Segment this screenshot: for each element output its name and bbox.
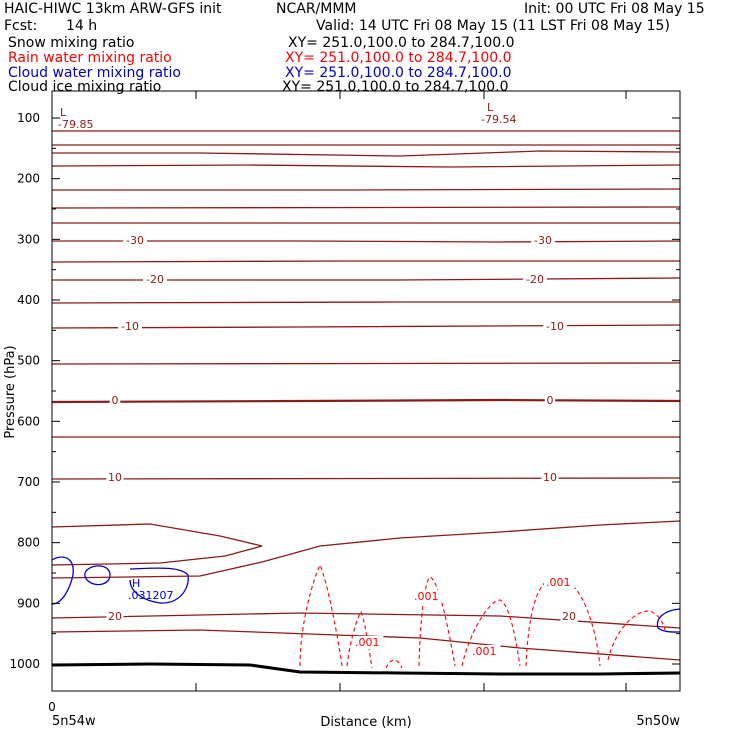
isotherm-label: -10 bbox=[546, 320, 564, 333]
rain-contour-label: .001 bbox=[414, 590, 439, 603]
isotherm-label: -30 bbox=[534, 234, 552, 247]
low-marker: L bbox=[487, 101, 494, 114]
y-tick-label: 400 bbox=[17, 293, 40, 307]
rain-contour bbox=[418, 576, 456, 667]
isotherm-label: 10 bbox=[543, 471, 557, 484]
isotherm-label: 20 bbox=[108, 610, 122, 623]
isotherm bbox=[51, 164, 681, 168]
label-bg bbox=[544, 576, 575, 589]
low-marker: L bbox=[60, 106, 67, 119]
label-bg bbox=[543, 320, 567, 333]
isotherm bbox=[52, 188, 681, 191]
x-axis-start-label: 0 bbox=[48, 700, 56, 714]
rain-contour bbox=[607, 610, 666, 661]
isotherm bbox=[51, 398, 681, 404]
high-marker: H bbox=[132, 577, 140, 590]
field-rain-xy: XY= 251.0,100.0 to 284.7,100.0 bbox=[285, 50, 512, 66]
isotherm-label: 10 bbox=[108, 471, 122, 484]
isotherm-label: 0 bbox=[547, 394, 554, 407]
isotherm bbox=[51, 612, 681, 629]
cloud-water-contour bbox=[656, 608, 681, 633]
isotherm-label: 20 bbox=[562, 610, 576, 623]
y-tick-label: 900 bbox=[17, 596, 40, 610]
isotherm-label: -10 bbox=[121, 320, 139, 333]
label-bg bbox=[353, 636, 384, 649]
label-bg bbox=[123, 234, 147, 247]
label-bg bbox=[106, 471, 124, 484]
org-label: NCAR/MMM bbox=[276, 1, 357, 17]
low-value: -79.54 bbox=[481, 113, 516, 126]
rain-contour bbox=[299, 563, 343, 667]
isotherm bbox=[51, 324, 681, 329]
y-tick-label: 100 bbox=[17, 111, 40, 125]
y-tick-label: 200 bbox=[17, 172, 40, 186]
y-tick-label: 300 bbox=[17, 232, 40, 246]
label-bg bbox=[470, 645, 501, 658]
y-tick-label: 700 bbox=[17, 475, 40, 489]
rain-contour bbox=[385, 659, 403, 669]
cloud-water-contour bbox=[84, 565, 111, 586]
label-bg bbox=[412, 590, 443, 603]
valid-time: Valid: 14 UTC Fri 08 May 15 (11 LST Fri … bbox=[316, 18, 670, 34]
field-cloudwater-xy: XY= 251.0,100.0 to 284.7,100.0 bbox=[285, 65, 512, 81]
y-tick-label: 600 bbox=[17, 414, 40, 428]
x-axis-label: Distance (km) bbox=[320, 715, 411, 730]
isotherm bbox=[51, 260, 680, 263]
cloud-water-contour bbox=[129, 567, 189, 604]
label-bg bbox=[531, 234, 555, 247]
label-bg bbox=[109, 394, 121, 407]
model-title: HAIC-HIWC 13km ARW-GFS init bbox=[4, 1, 222, 17]
label-bg bbox=[106, 610, 124, 623]
y-tick-label: 1000 bbox=[9, 657, 40, 671]
isotherm bbox=[51, 520, 681, 579]
isotherm bbox=[51, 301, 680, 304]
field-snow-name: Snow mixing ratio bbox=[8, 35, 135, 51]
rain-contour-label: .001 bbox=[546, 576, 571, 589]
rain-contour-label: .001 bbox=[472, 645, 497, 658]
label-bg bbox=[523, 273, 547, 286]
field-rain-name: Rain water mixing ratio bbox=[8, 50, 172, 66]
rain-contour bbox=[461, 599, 521, 667]
rain-contour-label: .001 bbox=[355, 636, 380, 649]
forecast-label: Fcst: bbox=[4, 18, 38, 34]
label-bg bbox=[118, 320, 142, 333]
low-value: -79.85 bbox=[58, 118, 93, 131]
field-snow-xy: XY= 251.0,100.0 to 284.7,100.0 bbox=[288, 35, 515, 51]
isotherm bbox=[51, 206, 681, 209]
x-left-location: 5n54w bbox=[52, 714, 96, 729]
forecast-hours: 14 h bbox=[66, 18, 98, 34]
isotherm bbox=[51, 523, 263, 566]
isotherm bbox=[52, 240, 681, 243]
label-bg bbox=[541, 471, 559, 484]
y-tick-label: 800 bbox=[17, 536, 40, 550]
isotherm bbox=[51, 477, 681, 480]
y-axis-label: Pressure (hPa) bbox=[3, 345, 18, 438]
label-bg bbox=[560, 610, 578, 623]
rain-contour bbox=[346, 611, 373, 669]
isotherm-label: -20 bbox=[146, 273, 164, 286]
isotherm-label: 0 bbox=[112, 394, 119, 407]
high-value: .031207 bbox=[128, 589, 174, 602]
label-bg bbox=[544, 394, 556, 407]
field-cloudwater-name: Cloud water mixing ratio bbox=[8, 65, 181, 81]
isotherm bbox=[51, 629, 681, 661]
x-right-location: 5n50w bbox=[636, 714, 680, 729]
isotherm bbox=[52, 150, 681, 157]
label-bg bbox=[143, 273, 167, 286]
x-axis bbox=[51, 91, 627, 691]
init-time: Init: 00 UTC Fri 08 May 15 bbox=[524, 1, 705, 17]
isotherm-label: -30 bbox=[126, 234, 144, 247]
isotherm-label: -20 bbox=[526, 273, 544, 286]
terrain-surface bbox=[51, 662, 681, 676]
isotherm bbox=[52, 277, 681, 281]
isotherm bbox=[51, 362, 681, 365]
y-tick-label: 500 bbox=[17, 354, 40, 368]
